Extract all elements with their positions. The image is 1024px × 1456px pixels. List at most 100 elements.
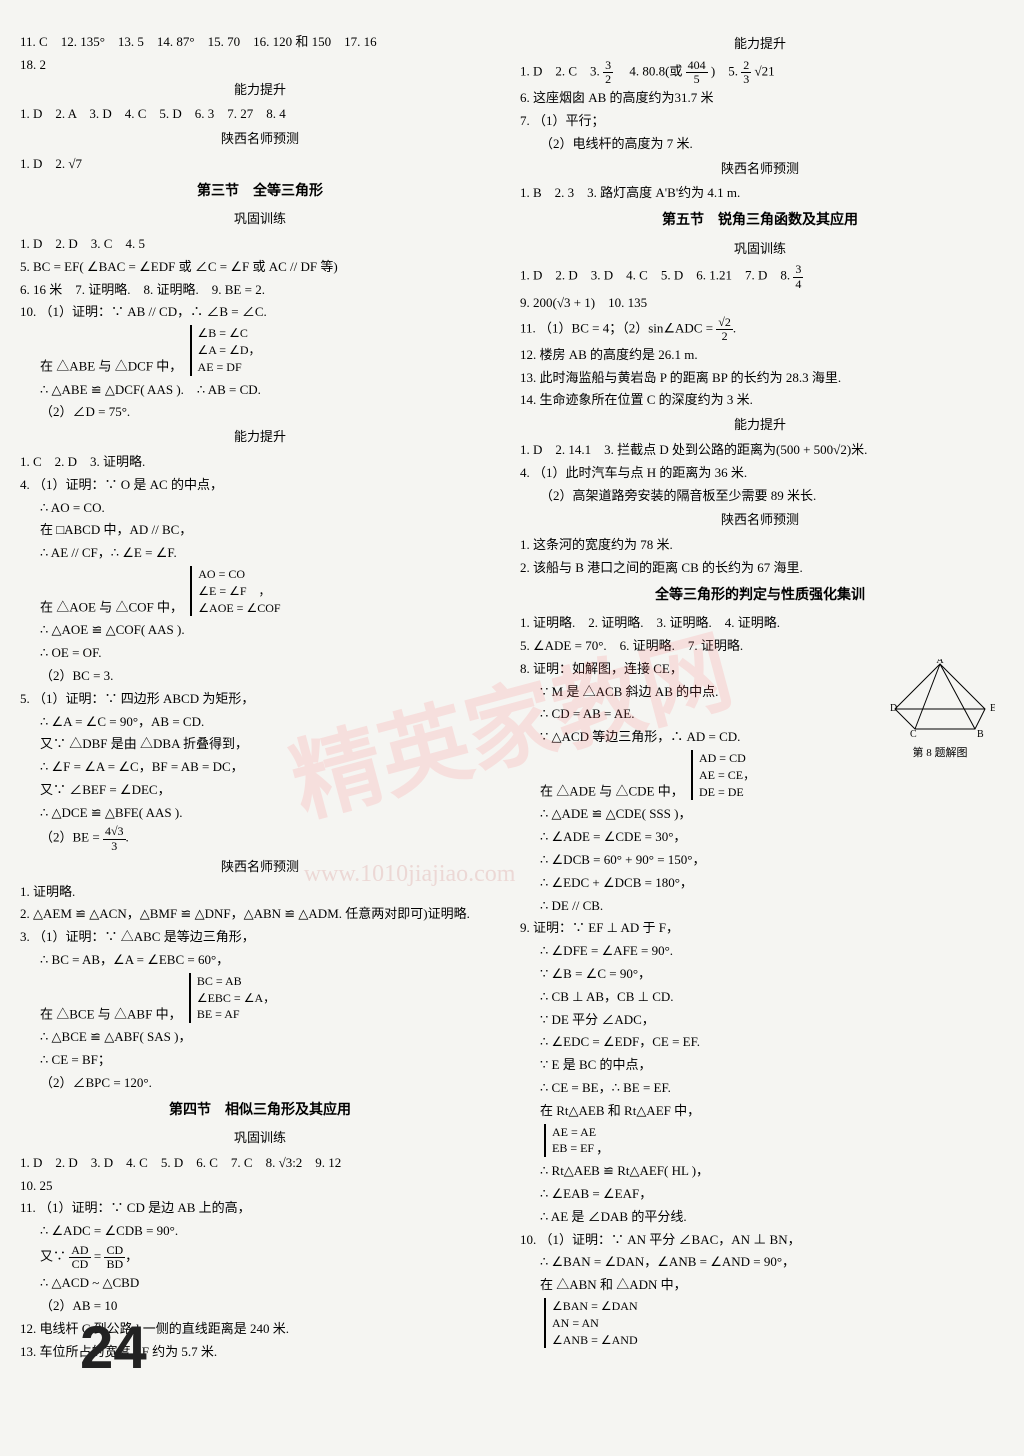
text-line: 1. D 2. C 3. 32 4. 80.8(或 4045 ) 5. 23 √… bbox=[520, 59, 1000, 86]
text-line: 6. 16 米 7. 证明略. 8. 证明略. 9. BE = 2. bbox=[20, 280, 500, 301]
text-line: ∴ AE // CF，∴ ∠E = ∠F. bbox=[20, 543, 500, 564]
text-line: 4. （1）证明：∵ O 是 AC 的中点， bbox=[20, 475, 500, 496]
text-line: ∴ AE 是 ∠DAB 的平分线. bbox=[520, 1207, 1000, 1228]
subtitle-nengli: 能力提升 bbox=[20, 427, 500, 448]
text-line: ∴ ∠EAB = ∠EAF， bbox=[520, 1184, 1000, 1205]
text-line: 1. D 2. D 3. C 4. 5 bbox=[20, 234, 500, 255]
text-line: 5. （1）证明：∵ 四边形 ABCD 为矩形， bbox=[20, 689, 500, 710]
right-column: 能力提升 1. D 2. C 3. 32 4. 80.8(或 4045 ) 5.… bbox=[520, 30, 1000, 1365]
diagram-label: 第 8 题解图 bbox=[880, 745, 1000, 763]
text-line: ∴ ∠F = ∠A = ∠C，BF = AB = DC， bbox=[20, 757, 500, 778]
text-line: 又∵ ADCD = CDBD， bbox=[20, 1244, 500, 1271]
svg-text:B: B bbox=[977, 729, 984, 739]
text-line: 11. （1）BC = 4；（2）sin∠ADC = √22. bbox=[520, 316, 1000, 343]
text-line: 在 □ABCD 中，AD // BC， bbox=[20, 520, 500, 541]
text-line: ∴ ∠A = ∠C = 90°，AB = CD. bbox=[20, 712, 500, 733]
subtitle-gonggu: 巩固训练 bbox=[20, 1128, 500, 1149]
text-line: （2）高架道路旁安装的隔音板至少需要 89 米长. bbox=[520, 486, 1000, 507]
text-line: ∵ ∠B = ∠C = 90°， bbox=[520, 964, 1000, 985]
subtitle-nengli: 能力提升 bbox=[20, 80, 500, 101]
section-3-title: 第三节 全等三角形 bbox=[20, 181, 500, 203]
text-line: 10. （1）证明：∵ AN 平分 ∠BAC，AN ⊥ BN， bbox=[520, 1230, 1000, 1251]
text-line: （2）电线杆的高度为 7 米. bbox=[520, 134, 1000, 155]
subtitle-shanxi: 陕西名师预测 bbox=[20, 857, 500, 878]
text-line: 1. D 2. D 3. D 4. C 5. D 6. 1.21 7. D 8.… bbox=[520, 263, 1000, 290]
text-line: （2）∠BPC = 120°. bbox=[20, 1073, 500, 1094]
text-line: ∴ AO = CO. bbox=[20, 498, 500, 519]
text-line: 1. B 2. 3 3. 路灯高度 A'B'约为 4.1 m. bbox=[520, 183, 1000, 204]
text-line: 10. 25 bbox=[20, 1176, 500, 1197]
text-line: 5. BC = EF( ∠BAC = ∠EDF 或 ∠C = ∠F 或 AC /… bbox=[20, 257, 500, 278]
text-line: ∴ BC = AB，∠A = ∠EBC = 60°， bbox=[20, 950, 500, 971]
page-container: 11. C 12. 135° 13. 5 14. 87° 15. 70 16. … bbox=[0, 0, 1024, 1395]
text-line: ∴ ∠ADC = ∠CDB = 90°. bbox=[20, 1221, 500, 1242]
subtitle-shanxi: 陕西名师预测 bbox=[520, 159, 1000, 180]
text-line: 在 △AOE 与 △COF 中， AO = CO ∠E = ∠F ， ∠AOE … bbox=[20, 566, 500, 618]
text-line: ∴ CB ⊥ AB，CB ⊥ CD. bbox=[520, 987, 1000, 1008]
text-line: ∵ E 是 BC 的中点， bbox=[520, 1055, 1000, 1076]
text-line: ∴ △AOE ≌ △COF( AAS ). bbox=[20, 620, 500, 641]
text-line: （2）BC = 3. bbox=[20, 666, 500, 687]
text-line: ∴ △BCE ≌ △ABF( SAS )， bbox=[20, 1027, 500, 1048]
subtitle-gonggu: 巩固训练 bbox=[20, 209, 500, 230]
jixun-title: 全等三角形的判定与性质强化集训 bbox=[520, 585, 1000, 607]
text-line: ∴ ∠DCB = 60° + 90° = 150°， bbox=[520, 850, 1000, 871]
text-line: AE = AE EB = EF ， bbox=[520, 1124, 1000, 1160]
text-line: ∴ △ADE ≌ △CDE( SSS )， bbox=[520, 804, 1000, 825]
subtitle-nengli: 能力提升 bbox=[520, 34, 1000, 55]
text-line: 在 Rt△AEB 和 Rt△AEF 中， bbox=[520, 1101, 1000, 1122]
text-line: 9. 证明：∵ EF ⊥ AD 于 F， bbox=[520, 918, 1000, 939]
text-line: ∴ ∠ADE = ∠CDE = 30°， bbox=[520, 827, 1000, 848]
text-line: 14. 生命迹象所在位置 C 的深度约为 3 米. bbox=[520, 390, 1000, 411]
text-line: ∠BAN = ∠DAN AN = AN ∠ANB = ∠AND bbox=[520, 1298, 1000, 1350]
svg-text:E: E bbox=[990, 703, 995, 714]
text-line: 1. D 2. D 3. D 4. C 5. D 6. C 7. C 8. √3… bbox=[20, 1153, 500, 1174]
text-line: 2. 该船与 B 港口之间的距离 CB 的长约为 67 海里. bbox=[520, 558, 1000, 579]
subtitle-gonggu: 巩固训练 bbox=[520, 239, 1000, 260]
text-line: 12. 楼房 AB 的高度约是 26.1 m. bbox=[520, 345, 1000, 366]
text-line: 5. ∠ADE = 70°. 6. 证明略. 7. 证明略. bbox=[520, 636, 1000, 657]
text-line: 4. （1）此时汽车与点 H 的距离为 36 米. bbox=[520, 463, 1000, 484]
text-line: （2）BE = 4√33. bbox=[20, 825, 500, 852]
text-line: ∴ DE // CB. bbox=[520, 896, 1000, 917]
text-line: ∴ ∠EDC = ∠EDF，CE = EF. bbox=[520, 1032, 1000, 1053]
diagram-8: A D E C B 第 8 题解图 bbox=[880, 659, 1000, 763]
section-5-title: 第五节 锐角三角函数及其应用 bbox=[520, 210, 1000, 232]
text-line: ∴ △ACD ~ △CBD bbox=[20, 1273, 500, 1294]
text-line: ∴ △DCE ≌ △BFE( AAS ). bbox=[20, 803, 500, 824]
text-line: 1. 这条河的宽度约为 78 米. bbox=[520, 535, 1000, 556]
text-line: 18. 2 bbox=[20, 55, 500, 76]
text-line: 1. D 2. 14.1 3. 拦截点 D 处到公路的距离为(500 + 500… bbox=[520, 440, 1000, 461]
text-line: 1. D 2. A 3. D 4. C 5. D 6. 3 7. 27 8. 4 bbox=[20, 104, 500, 125]
text-line: 2. △AEM ≌ △ACN，△BMF ≌ △DNF，△ABN ≌ △ADM. … bbox=[20, 904, 500, 925]
text-line: 6. 这座烟囱 AB 的高度约为31.7 米 bbox=[520, 88, 1000, 109]
text-line: ∴ OE = OF. bbox=[20, 643, 500, 664]
text-line: 10. （1）证明：∵ AB // CD，∴ ∠B = ∠C. bbox=[20, 302, 500, 323]
text-line: 又∵ △DBF 是由 △DBA 折叠得到， bbox=[20, 734, 500, 755]
svg-text:D: D bbox=[890, 703, 897, 714]
text-line: 9. 200(√3 + 1) 10. 135 bbox=[520, 293, 1000, 314]
text-line: 3. （1）证明：∵ △ABC 是等边三角形， bbox=[20, 927, 500, 948]
text-line: ∵ DE 平分 ∠ADC， bbox=[520, 1010, 1000, 1031]
text-line: ∴ ∠EDC + ∠DCB = 180°， bbox=[520, 873, 1000, 894]
triangle-diagram-icon: A D E C B bbox=[885, 659, 995, 739]
text-line: ∴ CE = BF； bbox=[20, 1050, 500, 1071]
text-line: ∴ ∠DFE = ∠AFE = 90°. bbox=[520, 941, 1000, 962]
text-line: ∴ △ABE ≌ △DCF( AAS ). ∴ AB = CD. bbox=[20, 380, 500, 401]
text-line: 7. （1）平行； bbox=[520, 111, 1000, 132]
text-line: 1. C 2. D 3. 证明略. bbox=[20, 452, 500, 473]
text-line: 1. D 2. √7 bbox=[20, 154, 500, 175]
text-line: ∴ Rt△AEB ≌ Rt△AEF( HL )， bbox=[520, 1161, 1000, 1182]
text-line: 11. C 12. 135° 13. 5 14. 87° 15. 70 16. … bbox=[20, 32, 500, 53]
svg-text:C: C bbox=[910, 729, 917, 739]
text-line: 11. （1）证明：∵ CD 是边 AB 上的高， bbox=[20, 1198, 500, 1219]
text-line: 13. 此时海监船与黄岩岛 P 的距离 BP 的长约为 28.3 海里. bbox=[520, 368, 1000, 389]
text-line: 在 △BCE 与 △ABF 中， BC = AB ∠EBC = ∠A， BE =… bbox=[20, 973, 500, 1025]
page-number: 24 bbox=[80, 1300, 147, 1396]
subtitle-shanxi: 陕西名师预测 bbox=[520, 510, 1000, 531]
section-4-title: 第四节 相似三角形及其应用 bbox=[20, 1100, 500, 1122]
text-line: 在 △ABN 和 △ADN 中， bbox=[520, 1275, 1000, 1296]
svg-text:A: A bbox=[936, 659, 944, 666]
text-line: 1. 证明略. 2. 证明略. 3. 证明略. 4. 证明略. bbox=[520, 613, 1000, 634]
text-line: 又∵ ∠BEF = ∠DEC， bbox=[20, 780, 500, 801]
